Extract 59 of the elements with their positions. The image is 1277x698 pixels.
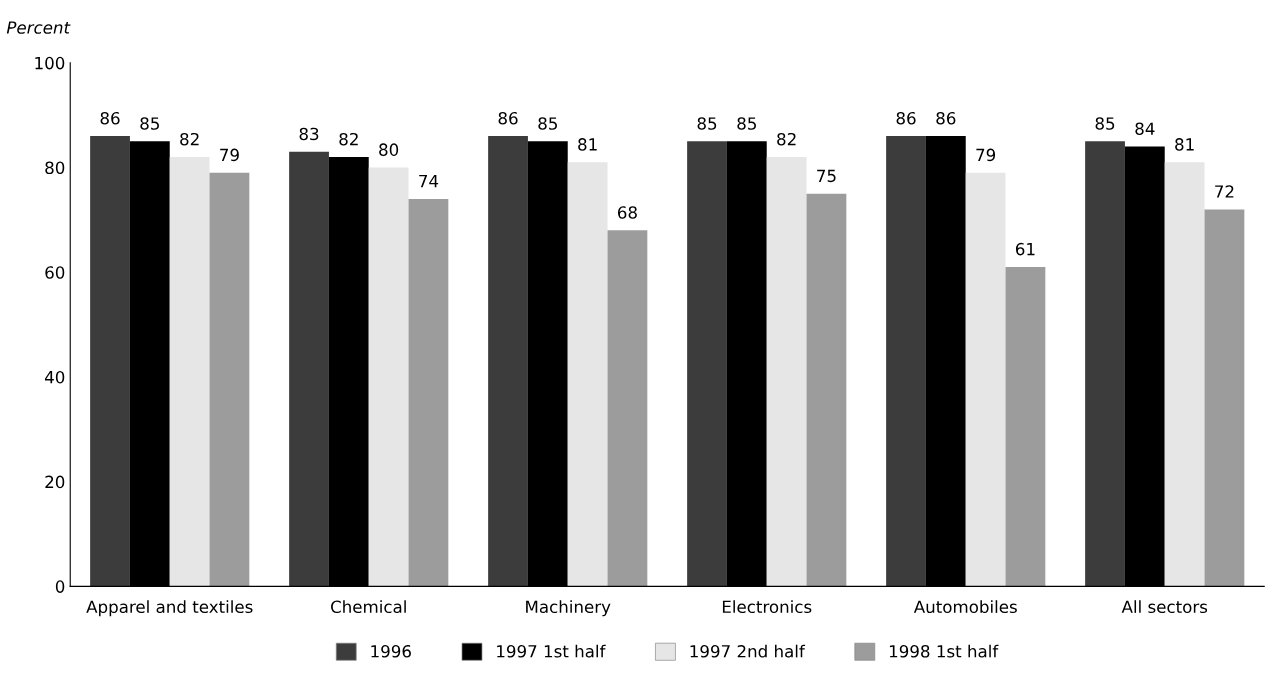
bar	[806, 193, 847, 587]
bar	[408, 198, 449, 587]
bar	[209, 172, 250, 587]
data-label: 86	[498, 111, 518, 125]
data-label: 82	[777, 132, 796, 146]
data-label: 80	[379, 143, 399, 156]
legend-label: 1997 2nd half	[690, 644, 806, 658]
bar	[1164, 162, 1205, 587]
data-label: 61	[1015, 242, 1035, 256]
y-tick-label: 60	[45, 266, 65, 279]
y-tick-label: 100	[35, 56, 65, 70]
x-tick-label: Machinery	[526, 600, 611, 617]
data-label: 68	[617, 206, 637, 219]
bar	[90, 136, 130, 587]
bar	[965, 172, 1006, 587]
y-tick-label: 20	[45, 475, 65, 489]
bar	[1204, 209, 1245, 587]
data-label: 83	[299, 127, 319, 141]
bar	[289, 151, 329, 587]
x-tick-label: Apparel and textiles	[86, 600, 253, 617]
bar	[687, 141, 727, 587]
x-tick-label: Chemical	[331, 600, 406, 614]
y-axis-title: Percent	[6, 21, 71, 34]
legend-label: 1998 1st half	[889, 644, 999, 658]
data-label: 82	[339, 132, 358, 146]
bar	[368, 167, 409, 587]
data-label: 81	[578, 138, 597, 151]
bar	[1005, 266, 1046, 587]
x-tick-label: All sectors	[1121, 600, 1208, 614]
data-label: 85	[737, 117, 756, 130]
data-label: 75	[817, 169, 836, 183]
y-tick-label: 80	[45, 161, 65, 175]
bar	[567, 162, 608, 587]
data-label: 79	[220, 148, 239, 162]
data-label: 74	[419, 174, 439, 188]
y-tick-label: 0	[55, 580, 65, 593]
y-tick-label: 40	[44, 370, 65, 384]
data-label: 84	[1135, 122, 1155, 136]
data-label: 85	[140, 117, 159, 130]
data-label: 85	[697, 117, 717, 130]
data-label: 82	[180, 132, 199, 146]
x-tick-label: Automobiles	[913, 600, 1017, 614]
x-tick-label: Electronics	[722, 600, 812, 614]
legend-label: 1997 1st half	[497, 644, 606, 658]
bar	[1085, 141, 1125, 587]
data-label: 79	[976, 148, 996, 162]
data-label: 85	[1095, 117, 1115, 130]
bar	[766, 157, 807, 587]
data-label: 86	[936, 111, 956, 125]
data-label: 81	[1175, 138, 1194, 151]
data-label: 85	[538, 117, 557, 130]
legend-label: 1996	[371, 645, 411, 658]
data-label: 86	[100, 111, 120, 125]
data-label: 72	[1215, 185, 1234, 198]
bar	[886, 136, 926, 587]
bar	[169, 157, 210, 587]
data-label: 86	[896, 111, 916, 125]
bar	[488, 136, 528, 587]
bar	[607, 230, 648, 587]
